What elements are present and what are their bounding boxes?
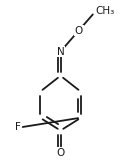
Text: F: F	[15, 122, 21, 132]
Text: CH₃: CH₃	[96, 6, 115, 16]
Text: O: O	[75, 26, 83, 36]
Text: N: N	[57, 47, 64, 57]
Text: O: O	[56, 148, 65, 158]
